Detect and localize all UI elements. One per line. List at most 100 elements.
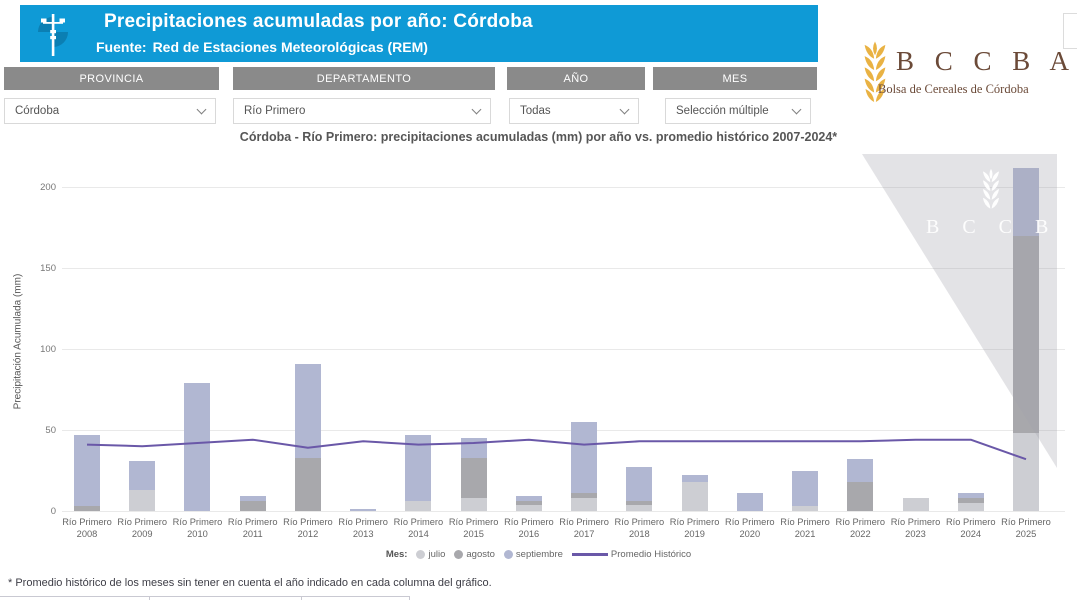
bar-segment-septiembre[interactable] xyxy=(626,467,653,502)
x-axis-label: Río Primero 2017 xyxy=(559,517,609,539)
bar-segment-agosto[interactable] xyxy=(957,498,984,503)
bar-segment-agosto[interactable] xyxy=(515,501,542,505)
bar-segment-septiembre[interactable] xyxy=(184,383,211,511)
bar-segment-julio[interactable] xyxy=(902,498,929,511)
bar-segment-julio[interactable] xyxy=(626,504,653,511)
legend-item-label: agosto xyxy=(466,549,495,560)
x-axis-label: Río Primero 2014 xyxy=(393,517,444,539)
anio-dropdown[interactable]: Todas xyxy=(509,98,639,124)
bar-segment-septiembre[interactable] xyxy=(681,475,708,482)
wheat-icon xyxy=(982,168,1000,209)
chart-legend: Mes: julio agosto septiembre Promedio Histó… xyxy=(0,549,1077,560)
line-swatch xyxy=(571,553,608,556)
bccba-tagline: Bolsa de Cereales de Córdoba xyxy=(878,82,1029,96)
dot-swatch xyxy=(416,550,426,559)
anio-value: Todas xyxy=(520,105,551,117)
source-label: Fuente: xyxy=(96,39,147,55)
bar-segment-julio[interactable] xyxy=(792,506,819,511)
bar-segment-julio[interactable] xyxy=(515,504,542,511)
bar-segment-julio[interactable] xyxy=(405,501,432,511)
departamento-dropdown[interactable]: Río Primero xyxy=(233,98,491,124)
filter-mes: MES Selección múltiple xyxy=(653,67,817,124)
bar-segment-septiembre[interactable] xyxy=(460,438,487,458)
gridline xyxy=(62,349,1065,350)
wheat-icon xyxy=(864,41,886,102)
filter-anio: AÑO Todas xyxy=(507,67,645,124)
bar-segment-julio[interactable] xyxy=(957,502,984,511)
chevron-down-icon[interactable] xyxy=(791,104,802,114)
bar-segment-septiembre[interactable] xyxy=(515,496,542,502)
source-value: Red de Estaciones Meteorológicas (REM) xyxy=(152,39,428,55)
bccba-logo: B C C B A Bolsa de Cereales de Córdoba xyxy=(858,38,1069,102)
bar-segment-agosto[interactable] xyxy=(460,457,487,499)
table-column-tick xyxy=(409,596,410,600)
x-axis-label: Río Primero 2023 xyxy=(890,517,941,539)
bar-segment-septiembre[interactable] xyxy=(74,434,100,507)
filter-anio-header: AÑO xyxy=(507,67,645,90)
mes-value: Selección múltiple xyxy=(676,105,769,117)
header-banner: Precipitaciones acumuladas por año: Córd… xyxy=(20,5,818,62)
bar-segment-septiembre[interactable] xyxy=(736,493,763,511)
dot-swatch xyxy=(454,550,464,559)
legend-item-Promedio Histórico[interactable]: Promedio Histórico xyxy=(571,549,691,560)
chevron-down-icon[interactable] xyxy=(471,104,482,114)
bar-segment-agosto[interactable] xyxy=(239,501,266,511)
bar-segment-julio[interactable] xyxy=(681,481,708,511)
legend-item-septiembre[interactable]: septiembre xyxy=(503,549,563,560)
bar-segment-septiembre[interactable] xyxy=(1012,167,1039,236)
footnote: * Promedio histórico de los meses sin te… xyxy=(8,577,492,589)
mes-dropdown[interactable]: Selección múltiple xyxy=(665,98,811,124)
table-column-tick xyxy=(301,596,302,600)
bar-segment-septiembre[interactable] xyxy=(792,470,819,507)
x-axis-label: Río Primero 2024 xyxy=(945,517,996,539)
watermark-acronym: B C C B A xyxy=(926,216,1077,238)
x-axis-label: Río Primero 2021 xyxy=(780,517,830,539)
x-axis-label: Río Primero 2015 xyxy=(448,517,499,539)
chart-title: Córdoba - Río Primero: precipitaciones a… xyxy=(239,130,838,144)
provincia-value: Córdoba xyxy=(15,105,60,117)
legend-item-agosto[interactable]: agosto xyxy=(454,549,495,560)
bar-segment-septiembre[interactable] xyxy=(350,509,377,511)
y-axis-tick: 50 xyxy=(45,425,56,436)
x-axis-label: Río Primero 2018 xyxy=(614,517,665,539)
bar-segment-julio[interactable] xyxy=(129,489,156,511)
legend-label: Mes: xyxy=(385,549,408,560)
chevron-down-icon[interactable] xyxy=(619,104,630,114)
bar-segment-septiembre[interactable] xyxy=(957,493,984,499)
x-axis-label: Río Primero 2012 xyxy=(283,517,333,539)
x-axis-label: Río Primero 2016 xyxy=(504,517,554,539)
y-axis-tick: 100 xyxy=(40,344,56,355)
bar-segment-agosto[interactable] xyxy=(294,457,321,511)
legend-item-julio[interactable]: julio xyxy=(416,549,445,560)
bar-segment-septiembre[interactable] xyxy=(239,496,266,502)
bar-segment-agosto[interactable] xyxy=(626,501,653,505)
bar-segment-agosto[interactable] xyxy=(1012,235,1039,434)
x-axis-label: Río Primero 2022 xyxy=(835,517,886,539)
bar-segment-agosto[interactable] xyxy=(571,493,598,499)
x-axis-label: Río Primero 2025 xyxy=(1001,517,1051,539)
departamento-value: Río Primero xyxy=(244,105,306,117)
chevron-down-icon[interactable] xyxy=(196,104,207,114)
bar-segment-julio[interactable] xyxy=(571,498,598,511)
bar-segment-septiembre[interactable] xyxy=(294,363,321,458)
filter-mes-header: MES xyxy=(653,67,817,90)
table-column-tick xyxy=(149,596,150,600)
page-title: Precipitaciones acumuladas por año: Córd… xyxy=(104,11,533,32)
x-axis-label: Río Primero 2019 xyxy=(669,517,720,539)
bar-segment-septiembre[interactable] xyxy=(847,459,874,482)
gridline xyxy=(62,268,1065,269)
bar-segment-septiembre[interactable] xyxy=(129,460,156,490)
chart-plot: Precipitación Acumulada (mm) B C C B A 0… xyxy=(0,150,1077,580)
bar-segment-agosto[interactable] xyxy=(74,506,100,511)
dot-swatch xyxy=(503,550,513,559)
provincia-dropdown[interactable]: Córdoba xyxy=(4,98,216,124)
bar-segment-julio[interactable] xyxy=(1012,433,1039,511)
bar-segment-septiembre[interactable] xyxy=(571,421,598,494)
bar-segment-septiembre[interactable] xyxy=(405,434,432,502)
x-axis-label: Río Primero 2010 xyxy=(172,517,223,539)
bar-segment-agosto[interactable] xyxy=(847,481,874,511)
gridline xyxy=(62,511,1065,512)
bar-segment-julio[interactable] xyxy=(460,498,487,511)
y-axis-tick: 150 xyxy=(40,263,56,274)
